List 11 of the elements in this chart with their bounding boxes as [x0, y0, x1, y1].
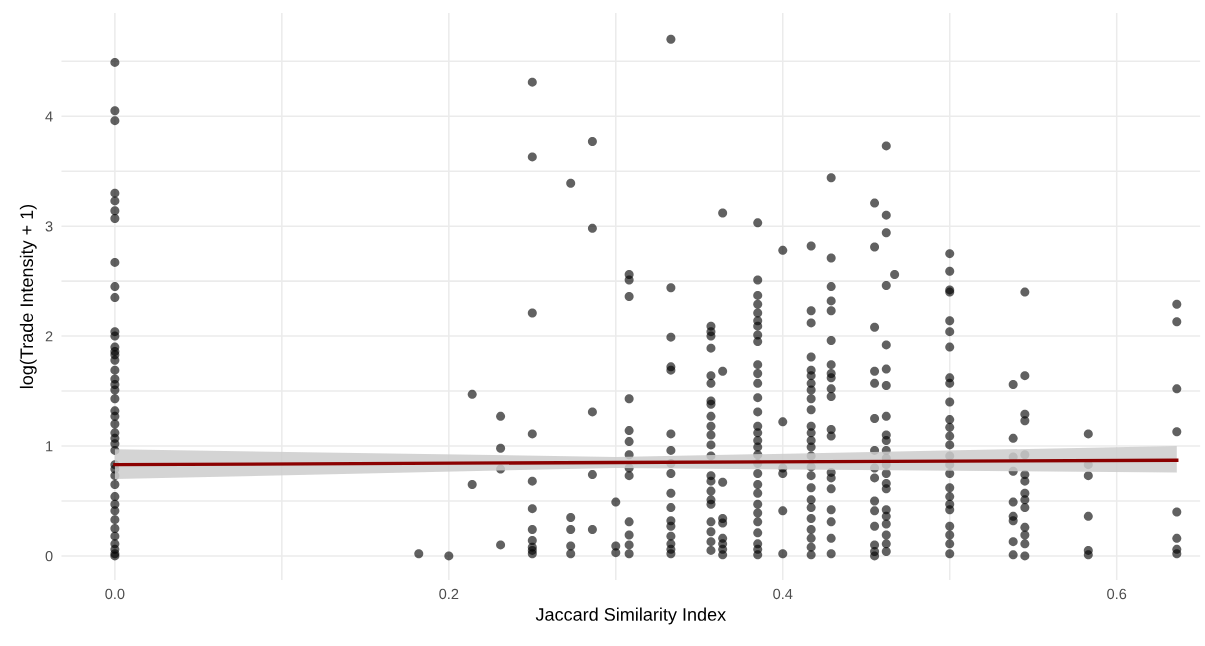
x-axis-title: Jaccard Similarity Index: [535, 607, 726, 625]
y-axis-title: log(Trade Intensity + 1): [19, 204, 37, 389]
x-tick-label: 0.2: [439, 588, 459, 600]
y-tick-label: 2: [45, 331, 53, 342]
y-tick-label: 3: [45, 221, 53, 232]
x-tick-label: 0.0: [105, 588, 125, 600]
x-tick-label: 0.4: [773, 588, 793, 600]
x-tick-label: 0.6: [1107, 588, 1127, 600]
y-tick-label: 1: [46, 441, 53, 452]
y-tick-label: 4: [45, 111, 53, 122]
y-tick-label: 0: [45, 551, 53, 562]
